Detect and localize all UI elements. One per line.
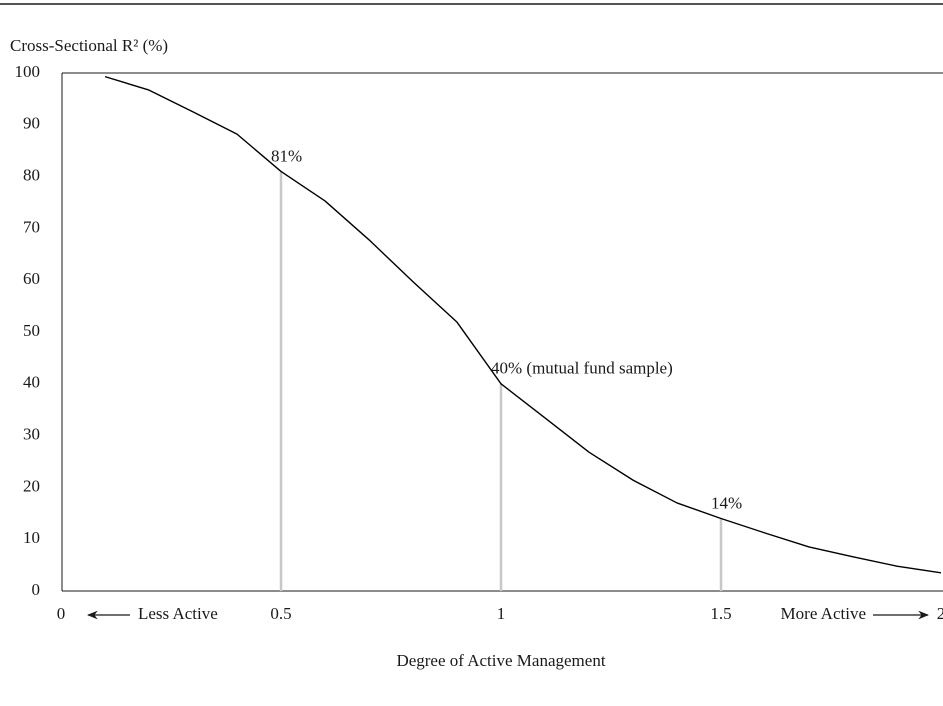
y-axis-label: Cross-Sectional R² (%) [10,36,168,55]
x-axis-label: Degree of Active Management [396,651,605,670]
y-tick-label: 30 [23,425,40,444]
annotation-label: 40% (mutual fund sample) [491,359,673,378]
y-tick-label: 90 [23,114,40,133]
y-tick-label: 100 [15,62,41,81]
x-tick-label: 0 [57,604,66,623]
annotation-label: 14% [711,493,742,512]
y-tick-label: 0 [32,580,41,599]
x-tick-label: 1.5 [710,604,731,623]
data-line [104,75,942,574]
less-active-label: Less Active [138,604,218,623]
y-tick-label: 70 [23,217,40,236]
x-tick-label: 0.5 [270,604,291,623]
y-tick-label: 10 [23,528,40,547]
annotation-label: 81% [271,146,302,165]
y-tick-label: 60 [23,269,40,288]
x-tick-label: 1 [497,604,506,623]
x-tick-label: 2 [937,604,943,623]
y-tick-label: 80 [23,166,40,185]
more-active-label: More Active [781,604,866,623]
y-tick-label: 40 [23,373,40,392]
y-tick-label: 50 [23,321,40,340]
y-tick-label: 20 [23,476,40,495]
